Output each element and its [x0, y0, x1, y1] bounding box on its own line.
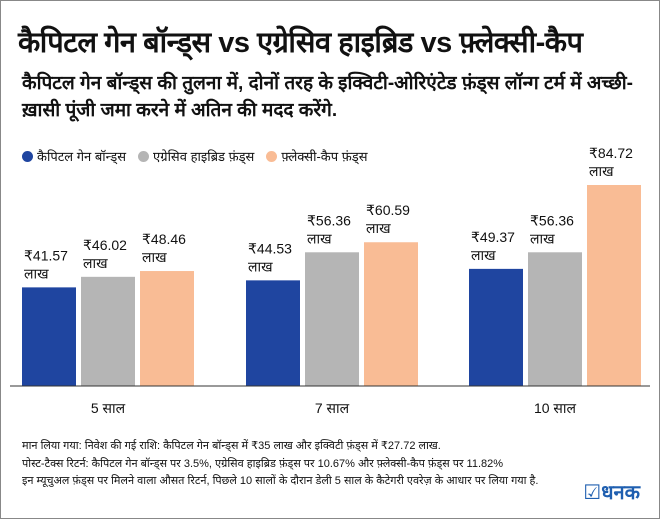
data-label-unit: लाख	[307, 230, 332, 246]
legend-label: फ़्लेक्सी-कैप फ़ंड्स	[281, 149, 368, 164]
x-tick-label: 7 साल	[315, 400, 350, 416]
bar	[246, 280, 300, 386]
data-label-unit: लाख	[142, 249, 167, 265]
data-label: ₹41.57	[24, 247, 68, 263]
data-label: ₹56.36	[530, 212, 574, 228]
bar	[469, 268, 523, 386]
data-label-unit: लाख	[24, 265, 49, 281]
data-label-unit: लाख	[248, 258, 273, 274]
data-label: ₹56.36	[307, 212, 351, 228]
legend-item-flexi-cap: फ़्लेक्सी-कैप फ़ंड्स	[266, 147, 368, 165]
bar	[528, 252, 582, 386]
bar	[587, 185, 641, 386]
footnote: इन म्यूचुअल फ़ंड्स पर मिलने वाला औसत रिट…	[22, 475, 539, 487]
legend-item-aggressive-hybrid: एग्रेसिव हाइब्रिड फ़ंड्स	[138, 147, 254, 165]
data-label: ₹49.37	[471, 229, 515, 245]
chart-title: कैपिटल गेन बॉन्ड्स vs एग्रेसिव हाइब्रिड …	[18, 27, 583, 59]
bar	[364, 242, 418, 386]
data-label-unit: लाख	[530, 230, 555, 246]
data-label: ₹48.46	[142, 231, 186, 247]
bar	[305, 252, 359, 386]
data-label: ₹44.53	[248, 240, 292, 256]
legend-swatch	[22, 150, 33, 162]
logo-text: धनक	[601, 482, 640, 504]
legend-label: एग्रेसिव हाइब्रिड फ़ंड्स	[153, 149, 255, 164]
legend-swatch	[266, 150, 278, 162]
logo: ☑धनक	[583, 478, 640, 505]
x-tick-label: 10 साल	[534, 400, 577, 416]
data-label-unit: लाख	[83, 255, 108, 271]
data-label-unit: लाख	[471, 247, 496, 263]
data-label: ₹84.72	[589, 145, 633, 161]
footnote: पोस्ट-टैक्स रिटर्न: कैपिटल गेन बॉन्ड्स प…	[22, 457, 504, 470]
bar	[81, 276, 135, 386]
legend-label: कैपिटल गेन बॉन्ड्स	[37, 149, 127, 164]
legend: कैपिटल गेन बॉन्ड्स एग्रेसिव हाइब्रिड फ़ं…	[22, 147, 374, 165]
data-label-unit: लाख	[589, 163, 614, 179]
legend-item-capital-gain-bonds: कैपिटल गेन बॉन्ड्स	[22, 147, 126, 165]
data-label-unit: लाख	[366, 220, 391, 236]
data-label: ₹60.59	[366, 202, 410, 218]
chart-subtitle: कैपिटल गेन बॉन्ड्स की तुलना में, दोनों त…	[22, 73, 633, 121]
bar	[140, 271, 194, 386]
legend-swatch	[138, 150, 150, 162]
footnotes: मान लिया गया: निवेश की गई राशि: कैपिटल ग…	[22, 438, 562, 491]
data-label: ₹46.02	[83, 237, 127, 253]
footnote: मान लिया गया: निवेश की गई राशि: कैपिटल ग…	[22, 440, 441, 452]
checkbox-icon: ☑	[583, 482, 602, 504]
x-tick-label: 5 साल	[91, 400, 126, 416]
bar	[22, 287, 76, 386]
